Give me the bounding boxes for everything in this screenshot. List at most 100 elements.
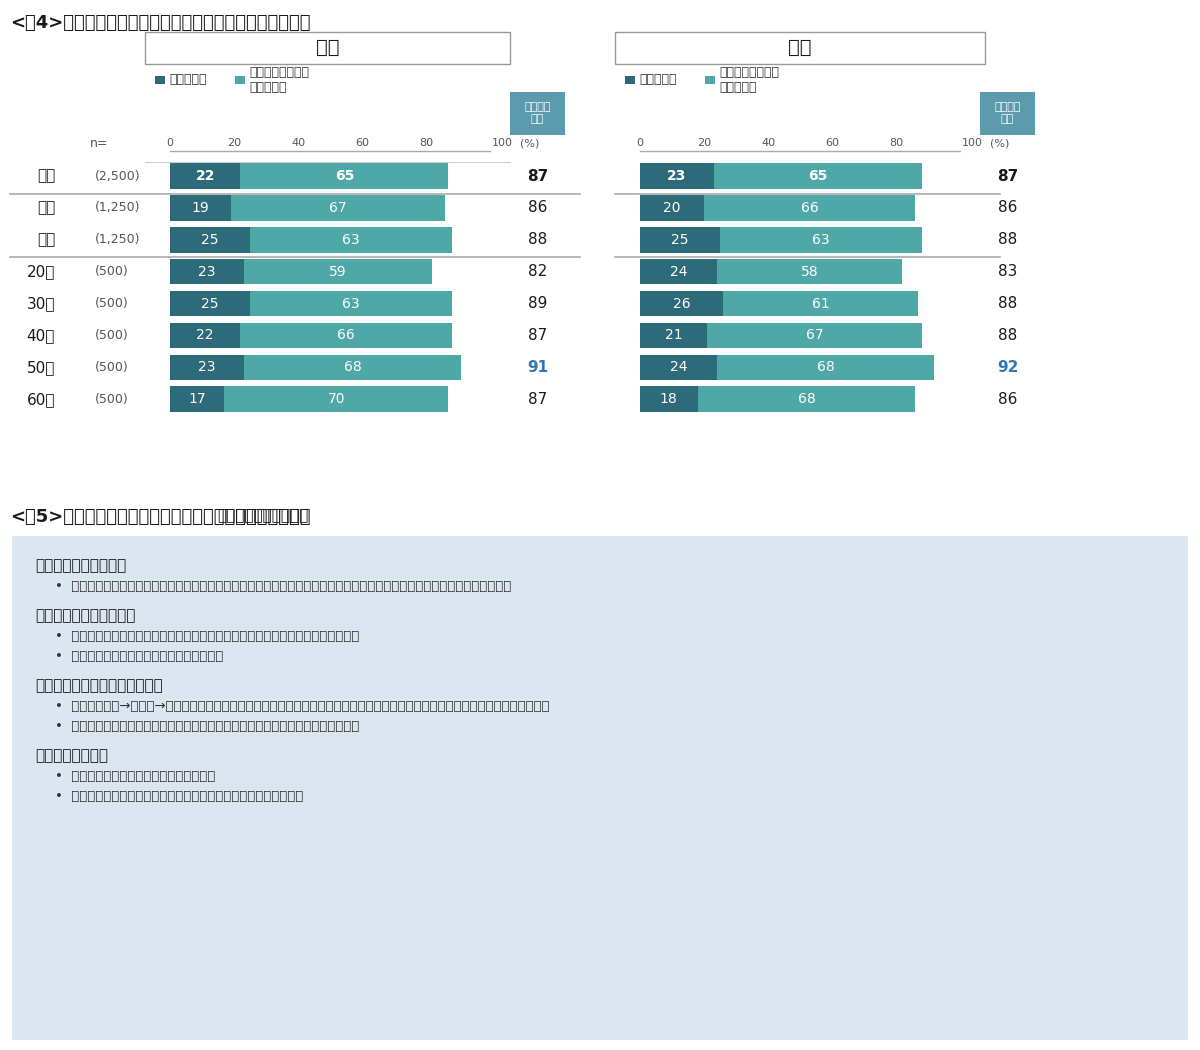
- FancyBboxPatch shape: [640, 355, 716, 380]
- Text: 80: 80: [419, 139, 433, 148]
- Text: •  仕事で残業しないように効率よくこなしたり、積極的に有給を取得したりする。: • 仕事で残業しないように効率よくこなしたり、積極的に有給を取得したりする。: [55, 720, 359, 733]
- Text: n=: n=: [90, 136, 108, 150]
- Text: 20: 20: [697, 139, 712, 148]
- FancyBboxPatch shape: [250, 227, 451, 253]
- FancyBboxPatch shape: [170, 259, 244, 285]
- Text: どちらかというと
増やしたい: どちらかというと 増やしたい: [250, 66, 310, 93]
- Text: 60代: 60代: [26, 392, 55, 406]
- Text: •  子どもや家族にこの時間はひとりの時間にすることを宣言する。: • 子どもや家族にこの時間はひとりの時間にすることを宣言する。: [55, 791, 304, 803]
- FancyBboxPatch shape: [240, 164, 449, 189]
- Text: 87: 87: [528, 328, 547, 343]
- Text: 68: 68: [817, 360, 834, 375]
- Text: (500): (500): [95, 329, 128, 342]
- Text: 86: 86: [528, 201, 547, 215]
- Text: •  無理に誘いに応じない。会社での人付き合いも大切だけど、自分の時間が欲しいときは、予定がない日でもしっかり断る。: • 無理に誘いに応じない。会社での人付き合いも大切だけど、自分の時間が欲しいとき…: [55, 581, 511, 593]
- Text: 67: 67: [329, 201, 347, 215]
- Text: •  家事はその日に必要なことしかやらない。: • 家事はその日に必要なことしかやらない。: [55, 650, 223, 664]
- Text: 女性: 女性: [37, 232, 55, 248]
- FancyBboxPatch shape: [720, 227, 922, 253]
- Text: 23: 23: [667, 169, 686, 183]
- Text: 68: 68: [343, 360, 361, 375]
- Text: (%): (%): [990, 139, 1009, 148]
- Text: 23: 23: [198, 360, 216, 375]
- Text: 平日: 平日: [316, 38, 340, 58]
- Text: 25: 25: [202, 233, 218, 247]
- Text: 20: 20: [227, 139, 241, 148]
- Text: <図4>ひとりで自由に使える時間の増減意向（単一回答）: <図4>ひとりで自由に使える時間の増減意向（単一回答）: [10, 15, 311, 33]
- Text: 65: 65: [808, 169, 827, 183]
- Text: 40: 40: [761, 139, 775, 148]
- FancyBboxPatch shape: [706, 76, 715, 84]
- FancyBboxPatch shape: [170, 386, 224, 412]
- Text: (500): (500): [95, 266, 128, 278]
- Text: 増やしたい: 増やしたい: [640, 74, 677, 86]
- Text: 増やした
い計: 増やした い計: [995, 102, 1021, 124]
- Text: 70: 70: [328, 393, 346, 406]
- Text: 66: 66: [337, 329, 355, 342]
- Text: (2,500): (2,500): [95, 170, 140, 183]
- FancyBboxPatch shape: [714, 164, 922, 189]
- Text: 18: 18: [660, 393, 678, 406]
- Text: 67: 67: [805, 329, 823, 342]
- FancyBboxPatch shape: [640, 291, 724, 316]
- FancyBboxPatch shape: [170, 322, 240, 349]
- Text: 60: 60: [355, 139, 370, 148]
- Text: 50代: 50代: [26, 360, 55, 375]
- Text: •  夕食の片付け→お風呂→歯磨き等をスムーズに行い、さっさと自室に引き上げて、家族のいるリビングに留まる時間を少なくする。: • 夕食の片付け→お風呂→歯磨き等をスムーズに行い、さっさと自室に引き上げて、家…: [55, 700, 550, 713]
- Text: 82: 82: [528, 265, 547, 279]
- FancyBboxPatch shape: [170, 227, 250, 253]
- FancyBboxPatch shape: [224, 386, 449, 412]
- Text: •  やることの優先順位をきめ、後回しにできることは後回しにするようにしてる。: • やることの優先順位をきめ、後回しにできることは後回しにするようにしてる。: [55, 630, 359, 644]
- FancyBboxPatch shape: [244, 355, 461, 380]
- Text: 86: 86: [998, 392, 1018, 406]
- FancyBboxPatch shape: [640, 259, 716, 285]
- Text: 60: 60: [826, 139, 839, 148]
- Text: 25: 25: [671, 233, 689, 247]
- FancyBboxPatch shape: [640, 386, 697, 412]
- Text: 23: 23: [198, 265, 216, 278]
- Text: 63: 63: [812, 233, 829, 247]
- Text: 増やしたい: 増やしたい: [169, 74, 206, 86]
- Text: 40: 40: [290, 139, 305, 148]
- Text: 17: 17: [188, 393, 206, 406]
- Text: •  周りの人に頼んで子供を見ててもらう。: • 周りの人に頼んで子供を見ててもらう。: [55, 771, 215, 783]
- Text: 63: 63: [342, 296, 360, 311]
- FancyBboxPatch shape: [250, 291, 451, 316]
- Text: (500): (500): [95, 361, 128, 374]
- Text: （自由回答一部抜粋）: （自由回答一部抜粋）: [217, 508, 308, 523]
- Text: 19: 19: [192, 201, 209, 215]
- Text: 人付き合いを限定する: 人付き合いを限定する: [35, 559, 126, 573]
- FancyBboxPatch shape: [724, 291, 918, 316]
- Text: 68: 68: [798, 393, 815, 406]
- Text: 63: 63: [342, 233, 360, 247]
- Text: (500): (500): [95, 297, 128, 310]
- FancyBboxPatch shape: [640, 227, 720, 253]
- FancyBboxPatch shape: [240, 322, 451, 349]
- Text: やるべきことを限定する: やるべきことを限定する: [35, 608, 136, 624]
- Text: どちらかというと
増やしたい: どちらかというと 増やしたい: [719, 66, 779, 93]
- Text: 88: 88: [998, 328, 1018, 343]
- FancyBboxPatch shape: [616, 32, 985, 64]
- Text: 全体: 全体: [37, 169, 55, 184]
- FancyBboxPatch shape: [170, 355, 244, 380]
- Text: 22: 22: [196, 169, 215, 183]
- FancyBboxPatch shape: [697, 386, 916, 412]
- Text: 88: 88: [998, 232, 1018, 248]
- FancyBboxPatch shape: [244, 259, 432, 285]
- FancyBboxPatch shape: [145, 32, 510, 64]
- Text: 0: 0: [167, 139, 174, 148]
- Text: (500): (500): [95, 393, 128, 405]
- Text: 20代: 20代: [26, 265, 55, 279]
- Text: 61: 61: [812, 296, 829, 311]
- Text: 休日: 休日: [788, 38, 811, 58]
- Text: 100: 100: [492, 139, 514, 148]
- FancyBboxPatch shape: [12, 537, 1188, 1040]
- Text: 25: 25: [202, 296, 218, 311]
- FancyBboxPatch shape: [235, 76, 245, 84]
- Text: 92: 92: [997, 360, 1018, 375]
- FancyBboxPatch shape: [716, 355, 935, 380]
- Text: 家事・仕事を効率よく済ませる: 家事・仕事を効率よく済ませる: [35, 678, 163, 693]
- FancyBboxPatch shape: [640, 195, 704, 220]
- Text: 22: 22: [197, 329, 214, 342]
- Text: 24: 24: [670, 360, 688, 375]
